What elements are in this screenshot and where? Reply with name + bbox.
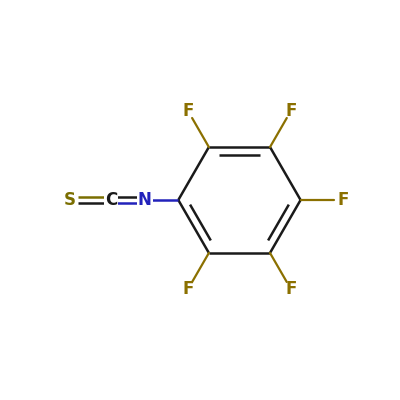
Text: F: F <box>286 102 297 120</box>
Text: F: F <box>182 280 194 298</box>
Text: S: S <box>64 191 76 209</box>
Text: F: F <box>286 280 297 298</box>
Text: C: C <box>105 191 117 209</box>
Text: F: F <box>337 191 348 209</box>
Text: N: N <box>138 191 152 209</box>
Text: F: F <box>182 102 194 120</box>
